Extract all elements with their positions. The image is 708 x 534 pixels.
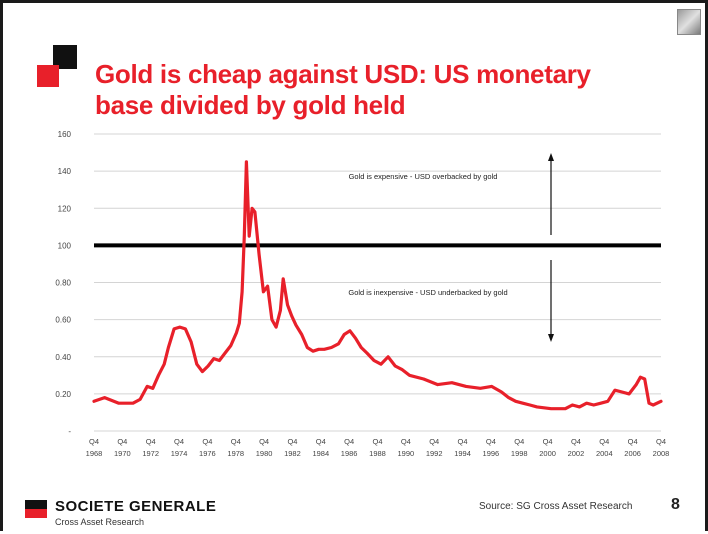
x-tick-quarter: Q4 [571, 437, 581, 446]
x-tick-quarter: Q4 [514, 437, 524, 446]
x-tick-year: 2002 [568, 449, 585, 458]
x-tick-year: 1998 [511, 449, 528, 458]
footer-logo-red [25, 509, 47, 518]
x-tick-quarter: Q4 [656, 437, 666, 446]
page-number: 8 [671, 496, 680, 513]
x-tick-quarter: Q4 [287, 437, 297, 446]
x-tick-year: 1968 [86, 449, 103, 458]
x-tick-quarter: Q4 [401, 437, 411, 446]
x-tick-year: 2000 [539, 449, 556, 458]
logo-red-square [37, 65, 59, 87]
x-tick-year: 1986 [341, 449, 358, 458]
x-tick-quarter: Q4 [89, 437, 99, 446]
arrow-up-head [548, 153, 554, 161]
slide-title: Gold is cheap against USD: US monetary b… [95, 59, 591, 120]
y-tick-label: 0.60 [55, 316, 71, 325]
corner-thumbnail-icon [677, 9, 701, 35]
x-tick-quarter: Q4 [486, 437, 496, 446]
x-tick-year: 1980 [256, 449, 273, 458]
x-tick-quarter: Q4 [316, 437, 326, 446]
annotation-expensive: Gold is expensive - USD overbacked by go… [349, 172, 498, 181]
footer-source: Source: SG Cross Asset Research [479, 501, 633, 512]
y-tick-label: 160 [58, 130, 72, 139]
x-tick-quarter: Q4 [458, 437, 468, 446]
footer-brand: SOCIETE GENERALE [55, 498, 217, 515]
y-tick-label: 100 [58, 241, 72, 250]
x-tick-quarter: Q4 [259, 437, 269, 446]
x-tick-year: 1982 [284, 449, 301, 458]
x-tick-quarter: Q4 [117, 437, 127, 446]
x-tick-year: 1984 [312, 449, 329, 458]
x-tick-year: 1972 [142, 449, 159, 458]
x-tick-quarter: Q4 [599, 437, 609, 446]
y-tick-label: 140 [58, 167, 72, 176]
x-tick-year: 1990 [398, 449, 415, 458]
x-tick-quarter: Q4 [174, 437, 184, 446]
x-tick-quarter: Q4 [628, 437, 638, 446]
x-tick-quarter: Q4 [202, 437, 212, 446]
x-tick-year: 2008 [653, 449, 670, 458]
x-tick-quarter: Q4 [372, 437, 382, 446]
x-tick-quarter: Q4 [146, 437, 156, 446]
x-tick-quarter: Q4 [543, 437, 553, 446]
x-tick-quarter: Q4 [344, 437, 354, 446]
x-tick-year: 2004 [596, 449, 613, 458]
y-tick-label: 0.20 [55, 390, 71, 399]
x-tick-year: 1974 [171, 449, 188, 458]
annotation-inexpensive: Gold is inexpensive - USD underbacked by… [348, 288, 507, 297]
x-tick-year: 1992 [426, 449, 443, 458]
y-tick-label: - [68, 427, 71, 436]
footer-logo-black [25, 500, 47, 509]
chart: - 0.20 0.40 0.60 0.80 100 120 140 160 Q4 1968 Q4 197… [55, 130, 670, 458]
x-tick-year: 2006 [624, 449, 641, 458]
footer-brand-sub: Cross Asset Research [55, 517, 145, 527]
x-tick-year: 1976 [199, 449, 216, 458]
x-tick-year: 1988 [369, 449, 386, 458]
arrow-down-head [548, 334, 554, 342]
series-line [92, 160, 663, 411]
x-tick-year: 1978 [227, 449, 244, 458]
y-tick-label: 120 [58, 204, 72, 213]
y-tick-label: 0.80 [55, 279, 71, 288]
x-tick-year: 1996 [483, 449, 500, 458]
x-tick-quarter: Q4 [231, 437, 241, 446]
y-tick-label: 0.40 [55, 353, 71, 362]
x-tick-year: 1970 [114, 449, 131, 458]
x-tick-year: 1994 [454, 449, 471, 458]
x-tick-quarter: Q4 [429, 437, 439, 446]
